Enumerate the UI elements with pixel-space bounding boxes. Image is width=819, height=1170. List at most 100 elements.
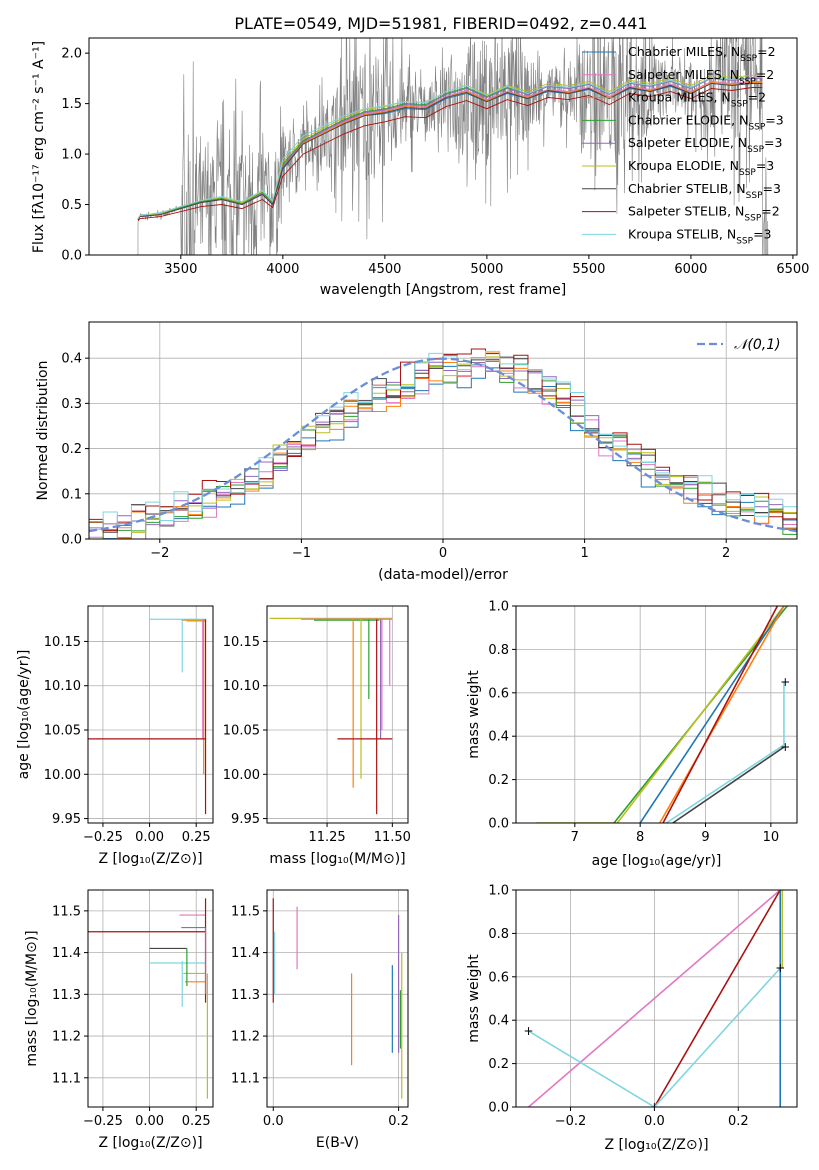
x-tick-label: 0.00 [135,830,164,845]
axes-frame [515,605,798,824]
legend-label: Salpeter STELIB, NSSP=2 [628,204,780,224]
marker-plus: + [775,961,785,975]
marker-plus: + [780,675,790,689]
data-spectrum-line [119,38,769,255]
x-tick-label: 6500 [776,262,809,277]
marker-plus: + [524,1024,534,1038]
y-axis-label: age [log₁₀(age/yr)] [16,650,32,780]
marker-plus: + [649,1100,659,1114]
x-tick-label: 0.00 [135,1114,164,1129]
x-tick-label: −0.2 [555,1114,587,1129]
y-tick-label: 0.0 [488,817,509,832]
y-tick-label: 0.0 [61,249,82,264]
y-tick-label: 0.4 [488,1014,509,1029]
x-tick-label: 4000 [266,262,299,277]
weight-line [528,890,781,1107]
x-tick-label: 0.0 [263,1114,284,1129]
plot-area-age-vs-Z [88,618,207,815]
x-tick-label: 11.25 [308,830,345,845]
x-tick-label: 5500 [572,262,605,277]
x-tick-label: 11.50 [374,830,411,845]
y-axis-label: mass weight [466,954,482,1043]
marker-plus: + [780,740,790,754]
x-axis-label: (data-model)/error [378,567,508,583]
x-axis-label: Z [log₁₀(Z/Z⊙)] [604,1137,708,1153]
panel-residuals: −2 −1 0 1 2 0.0 0.1 0.2 0.3 0.4 𝒩(0,1) (data-model)… [35,321,798,583]
axes-frame [87,889,214,1108]
y-tick-label: 2.0 [61,47,82,62]
figure-title: PLATE=0549, MJD=51981, FIBERID=0492, z=0… [234,14,647,33]
y-tick-label: 11.4 [231,946,260,961]
y-tick-label: 0.6 [488,970,509,985]
y-tick-label: 1.0 [61,148,82,163]
legend-label: Salpeter ELODIE, NSSP=3 [628,135,782,155]
x-axis-label: age [log₁₀(age/yr)] [592,853,722,869]
x-axis-label: E(B-V) [316,1135,359,1151]
y-tick-label: 10.10 [44,679,81,694]
y-tick-label: 0.4 [61,352,82,367]
x-tick-label: 2 [722,546,730,561]
x-tick-label: 0.0 [644,1114,665,1129]
x-tick-label: 9 [701,830,709,845]
legend-label: Salpeter MILES, NSSP=2 [628,67,774,87]
legend-label: Chabrier STELIB, NSSP=3 [628,181,781,201]
x-tick-label: −0.25 [83,1114,123,1129]
y-tick-label: 10.15 [223,635,260,650]
x-tick-label: 5000 [470,262,503,277]
y-tick-label: 10.05 [223,724,260,739]
y-tick-label: 0.8 [488,927,509,942]
y-tick-label: 0.2 [488,1057,509,1072]
weight-line [665,744,785,823]
weight-line [653,890,781,1107]
model-line-8 [137,76,763,219]
plot-area-age-vs-mass [269,617,393,815]
y-tick-label: 0.4 [488,730,509,745]
legend-label: Kroupa STELIB, NSSP=3 [628,226,772,246]
plot-area-mass-vs-EBV [272,898,403,1099]
y-tick-label: 0.6 [488,686,509,701]
x-tick-label: 4500 [368,262,401,277]
y-tick-label: 0.1 [61,487,82,502]
axes-frame [515,889,798,1108]
x-tick-label: −0.25 [83,830,123,845]
x-tick-label: 10 [763,830,780,845]
y-tick-label: 11.1 [52,1071,81,1086]
y-tick-label: 11.5 [52,904,81,919]
y-tick-label: 11.2 [231,1030,260,1045]
y-tick-label: 10.00 [223,768,260,783]
y-tick-label: 1.0 [488,884,509,899]
model-line-7 [137,87,763,222]
x-tick-label: 0.25 [182,1114,211,1129]
gaussian-curve [89,357,797,533]
plot-area-mass-vs-Z [88,898,209,1099]
y-tick-label: 10.15 [44,635,81,650]
y-tick-label: 11.3 [52,988,81,1003]
y-tick-label: 10.00 [44,768,81,783]
axes-frame [266,889,409,1108]
panel-mass-vs-Z: −0.25 0.00 0.25 11.1 11.2 11.3 11.4 11.5 Z [log₁… [24,889,214,1151]
y-tick-label: 0.0 [61,533,82,548]
y-tick-label: 0.3 [61,397,82,412]
y-tick-label: 11.2 [52,1030,81,1045]
weight-line [662,606,779,823]
plot-area-weight-vs-Z: + + + [524,890,785,1114]
weight-line [672,746,785,823]
y-tick-label: 0.5 [61,198,82,213]
y-axis-label: Normed distribution [35,361,51,501]
y-tick-label: 11.4 [52,946,81,961]
panel-age-vs-mass: 11.25 11.50 9.95 10.00 10.05 10.10 10.15 mass [… [223,605,411,867]
y-tick-label: 10.05 [44,724,81,739]
panel-mass-vs-EBV: 0.0 0.2 11.1 11.2 11.3 11.4 11.5 E(B-V) [231,889,409,1151]
y-axis-label: mass [log₁₀(M/M⊙)] [24,930,40,1066]
model-line-6 [137,82,763,220]
y-axis-label: Flux [fλ10⁻¹⁷ erg cm⁻² s⁻¹ A⁻¹] [31,41,47,253]
axes-frame [266,605,409,824]
y-tick-label: 11.3 [231,988,260,1003]
y-tick-label: 0.2 [488,773,509,788]
panel-weight-vs-Z: + + + −0.2 0.0 0.2 0.0 0.2 0.4 0.6 0.8 1.0 Z [log₁₀(… [466,884,798,1153]
x-axis-label: Z [log₁₀(Z/Z⊙)] [98,851,202,867]
legend-label: Kroupa ELODIE, NSSP=3 [628,158,774,178]
weight-line [528,1030,655,1107]
